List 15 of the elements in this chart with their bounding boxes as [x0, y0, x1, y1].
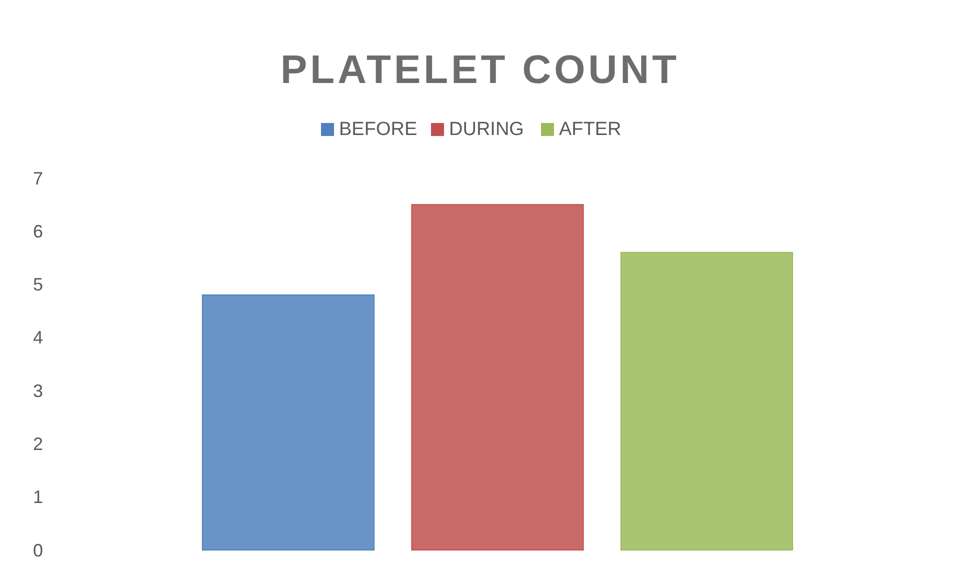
bar	[411, 204, 584, 550]
bar	[202, 294, 375, 550]
y-tick-label: 5	[32, 274, 43, 295]
legend-label: BEFORE	[339, 119, 418, 140]
y-tick-label: 2	[32, 434, 43, 454]
y-tick-label: 0	[32, 540, 43, 560]
y-tick-label: 4	[32, 328, 43, 348]
legend-label: DURING	[449, 119, 524, 140]
y-tick-label: 3	[32, 380, 43, 401]
bar	[620, 252, 794, 550]
y-tick-label: 1	[32, 487, 43, 508]
chart-title: PLATELET COUNT	[280, 48, 680, 92]
legend-label: AFTER	[559, 119, 622, 140]
y-tick-label: 7	[32, 168, 43, 188]
y-tick-label: 6	[32, 221, 43, 242]
